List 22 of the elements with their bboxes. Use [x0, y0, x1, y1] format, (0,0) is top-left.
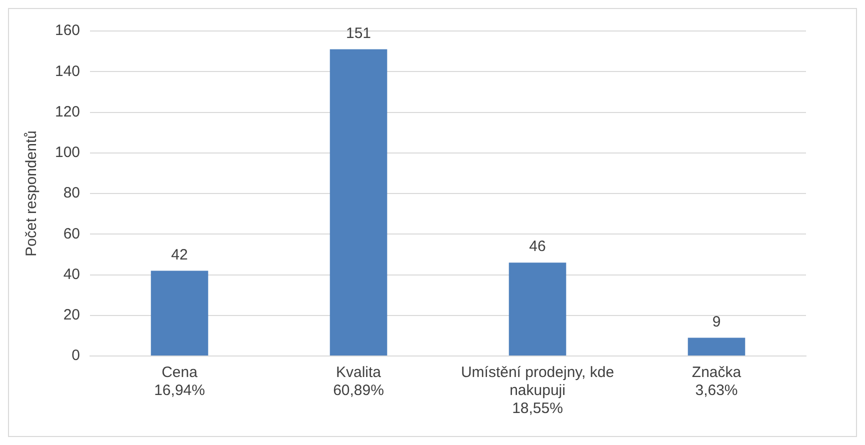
x-tick-label: Kvalita 60,89%: [333, 364, 384, 400]
y-tick-label: 60: [63, 225, 80, 242]
y-axis-title: Počet respondentů: [23, 130, 40, 256]
data-label: 42: [171, 246, 188, 264]
bar: [508, 262, 566, 356]
bar: [688, 338, 746, 356]
data-label: 46: [529, 238, 546, 256]
bar: [150, 270, 208, 356]
x-tick-label: Umístění prodejny, kde nakupuji 18,55%: [460, 364, 614, 418]
data-label: 151: [346, 24, 372, 42]
y-tick-label: 140: [54, 62, 80, 80]
y-tick-label: 0: [72, 347, 80, 364]
x-tick-label: Značka 3,63%: [692, 364, 742, 400]
y-tick-label: 120: [54, 103, 80, 120]
y-tick-label: 20: [63, 306, 80, 324]
x-tick-label: Cena 16,94%: [154, 364, 205, 400]
data-label: 9: [712, 313, 721, 330]
y-tick-label: 160: [54, 22, 80, 40]
y-tick-label: 80: [63, 184, 80, 202]
bar: [330, 49, 388, 356]
y-tick-label: 40: [63, 266, 80, 283]
y-tick-label: 100: [54, 144, 80, 162]
